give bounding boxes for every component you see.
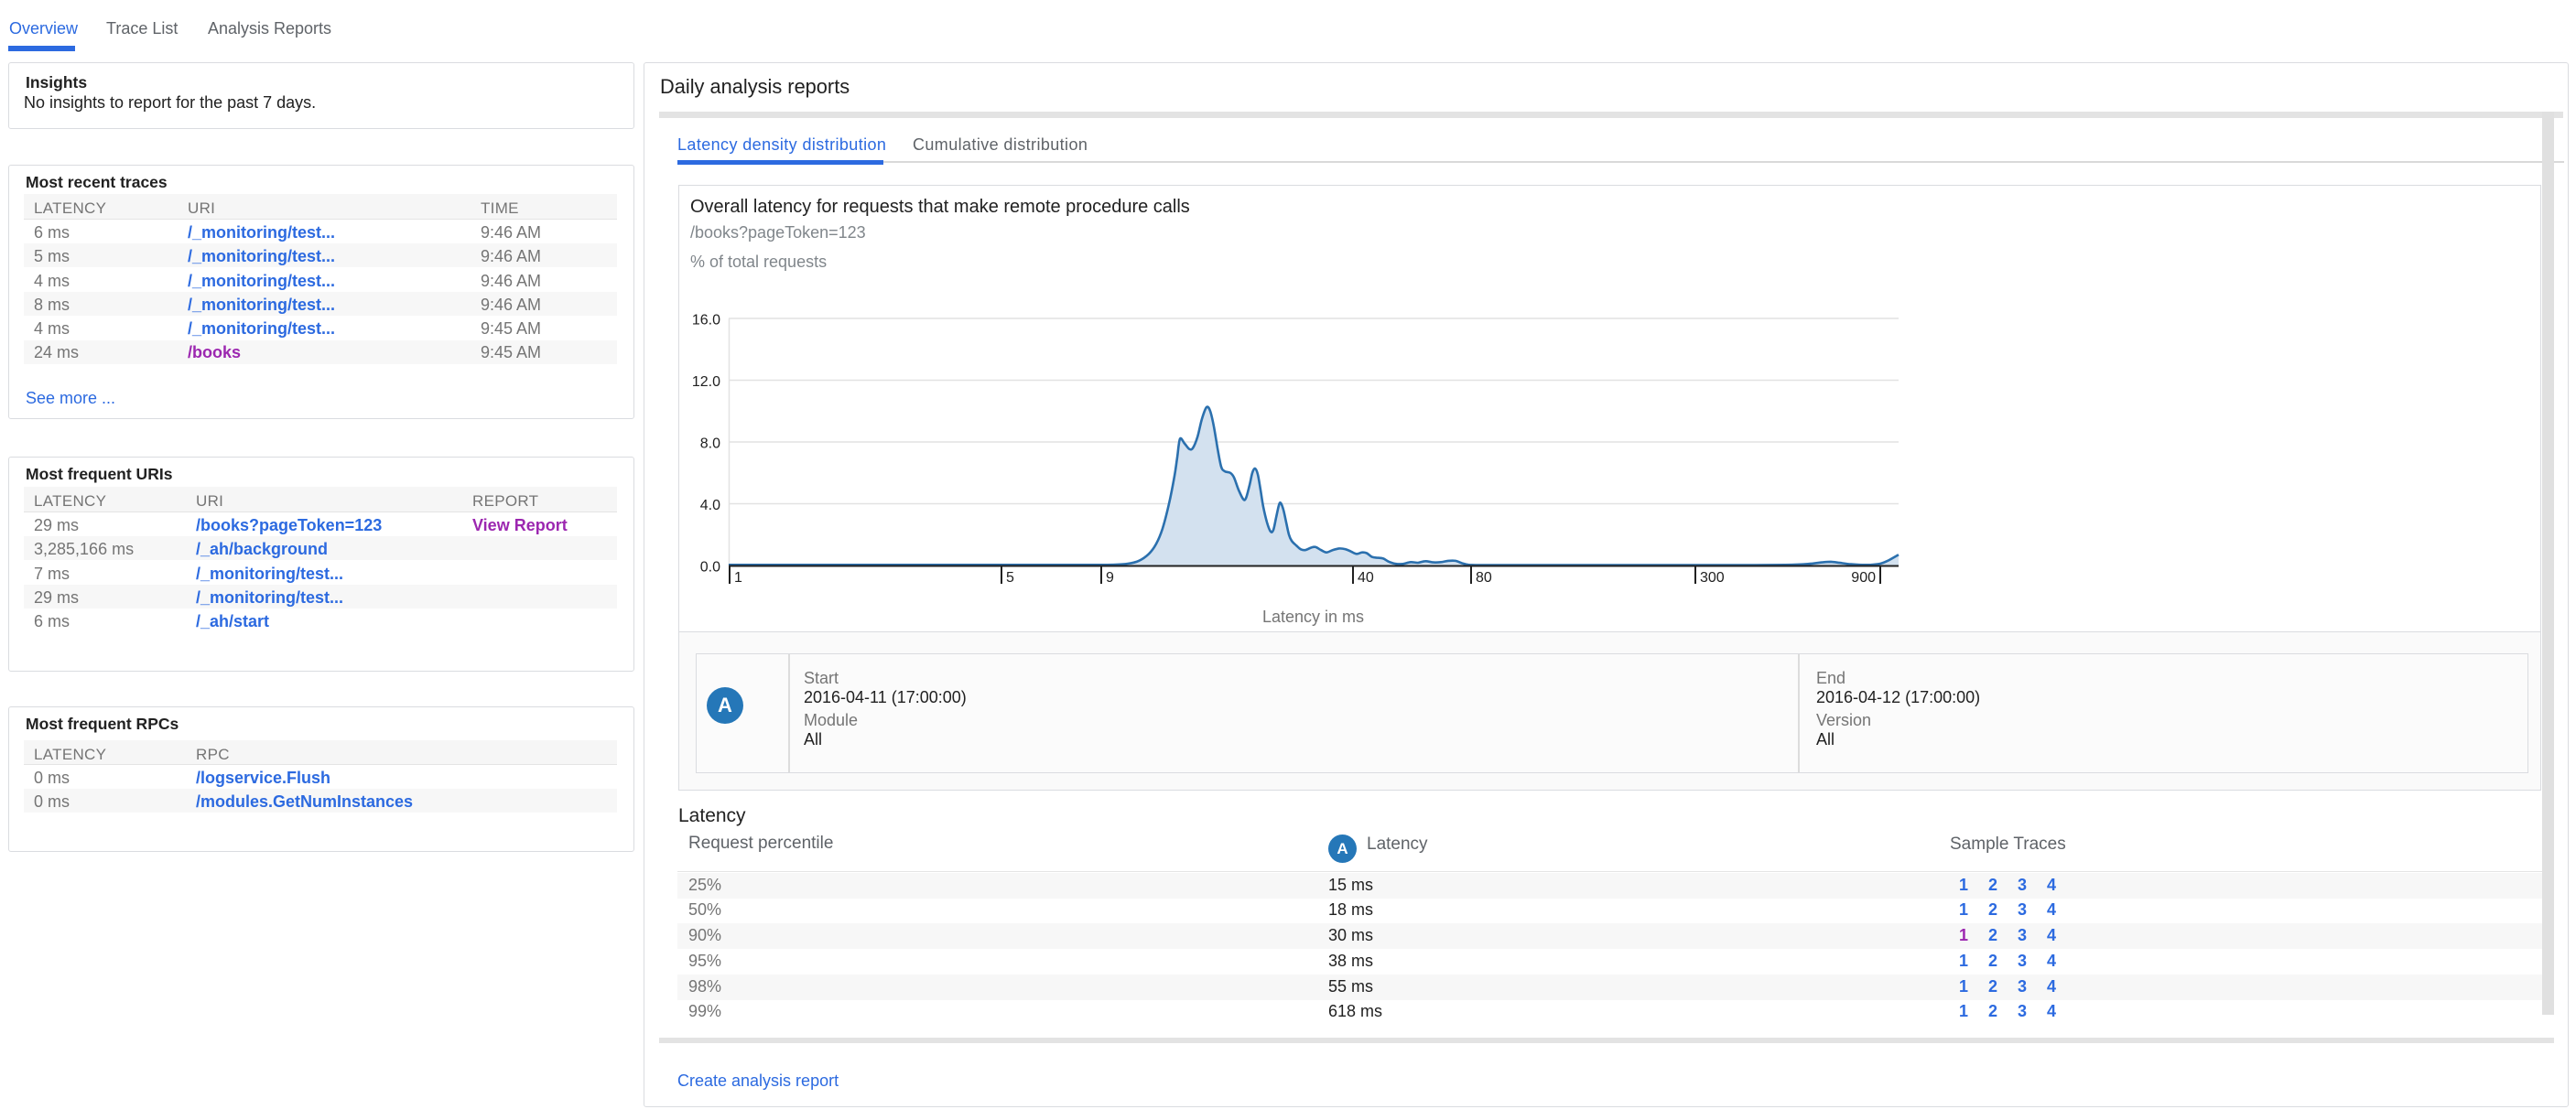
svg-text:9: 9: [1106, 570, 1114, 586]
svg-text:16.0: 16.0: [692, 313, 720, 328]
svg-text:0.0: 0.0: [700, 560, 720, 576]
svg-text:300: 300: [1700, 570, 1725, 586]
svg-text:900: 900: [1851, 570, 1876, 586]
svg-text:12.0: 12.0: [692, 374, 720, 390]
svg-text:80: 80: [1476, 570, 1492, 586]
svg-text:8.0: 8.0: [700, 436, 720, 452]
svg-text:5: 5: [1006, 570, 1014, 586]
svg-text:1: 1: [734, 570, 742, 586]
svg-text:40: 40: [1358, 570, 1374, 586]
svg-text:4.0: 4.0: [700, 498, 720, 513]
